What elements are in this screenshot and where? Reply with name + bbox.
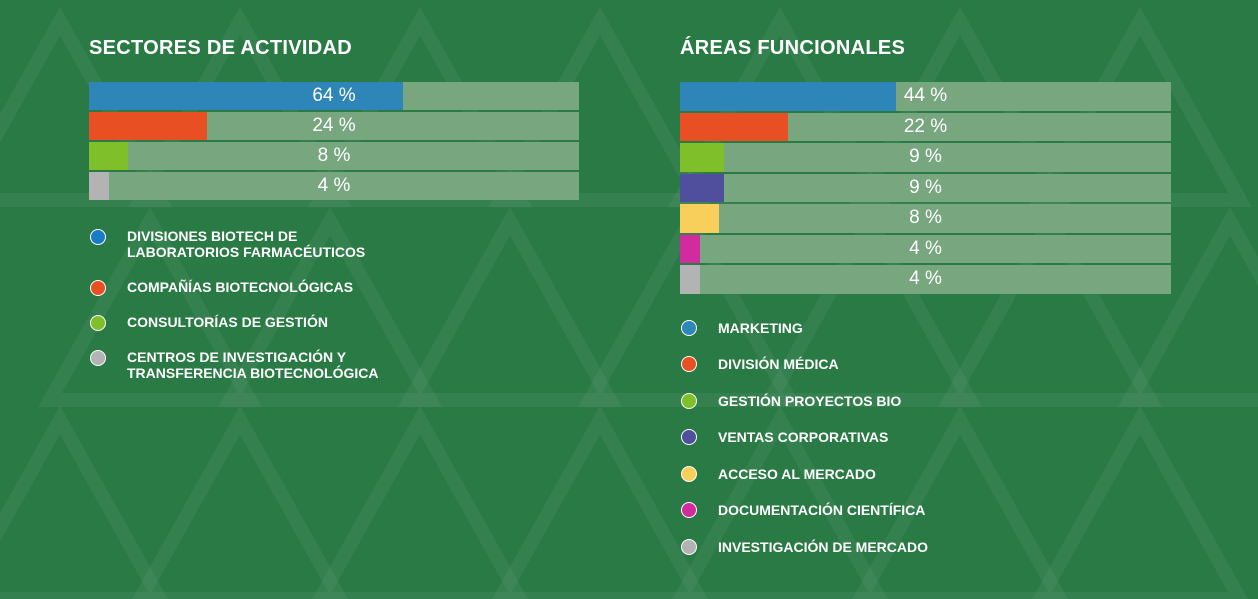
bar-row: 8 % [680,204,1171,233]
bar-value-label: 64 % [312,85,356,106]
legend-item: GESTIÓN PROYECTOS BIO [680,392,1171,409]
bar-value-label: 9 % [909,176,942,198]
bar-fill [89,142,129,170]
legend-item: CONSULTORÍAS DE GESTIÓN [89,314,579,331]
bar-fill [680,234,700,263]
bar-fill [680,173,725,202]
bar-row: 8 % [89,142,579,170]
bar-value-label: 4 % [317,175,351,196]
bar-row: 24 % [89,112,579,140]
bar-fill [680,143,725,172]
areas-title: ÁREAS FUNCIONALES [680,37,906,59]
legend-label-line1: DIVISIONES BIOTECH DE [127,228,298,244]
legend-label: DIVISIÓN MÉDICA [718,356,839,372]
legend-label: VENTAS CORPORATIVAS [718,429,889,445]
legend-dot-icon [681,429,697,445]
legend-dot-icon [681,319,697,336]
bar-row: 9 % [680,173,1171,202]
bar-fill [680,112,789,141]
legend-dot-icon [681,465,697,482]
legend-label: DOCUMENTACIÓN CIENTÍFICA [718,502,926,518]
bar-row: 4 % [89,172,579,200]
legend-dot-icon [90,229,106,245]
bar-row: 22 % [680,112,1171,141]
legend-label: MARKETING [718,319,803,336]
bar-fill [89,172,109,200]
legend-label: ACCESO AL MERCADO [718,465,876,482]
bar-fill [89,82,403,110]
sectores-bar-chart: 64 % 24 % 8 % 4 % [89,82,579,200]
legend-label-line1: CENTROS DE INVESTIGACIÓN Y [127,349,347,365]
legend-dot-icon [681,538,697,555]
bar-value-label: 24 % [312,115,356,136]
bar-value-label: 44 % [903,85,948,107]
legend-item: DOCUMENTACIÓN CIENTÍFICA [680,502,1171,518]
legend-dot-icon [90,350,106,366]
bar-row: 64 % [89,82,579,110]
legend-label-line2: TRANSFERENCIA BIOTECNOLÓGICA [127,365,379,381]
bar-value-label: 22 % [903,115,948,137]
legend-dot-icon [681,356,697,372]
bar-value-label: 4 % [909,237,942,259]
sectores-title: SECTORES DE ACTIVIDAD [89,37,352,59]
legend-dot-icon [90,315,106,331]
legend-dot-icon [681,502,697,518]
legend-item: DIVISIONES BIOTECH DE LABORATORIOS FARMA… [89,228,579,260]
bar-row: 4 % [680,234,1171,263]
legend-label: GESTIÓN PROYECTOS BIO [718,392,902,409]
areas-panel: ÁREAS FUNCIONALES 44 % 22 % 9 % 9 % 8 % … [680,34,1171,575]
bar-value-label: 4 % [909,268,942,290]
legend-dot-icon [681,392,697,409]
sectores-panel: SECTORES DE ACTIVIDAD 64 % 24 % 8 % 4 % … [89,34,579,400]
areas-legend: MARKETING DIVISIÓN MÉDICA GESTIÓN PROYEC… [680,319,1171,555]
bar-fill [680,82,897,111]
legend-item: VENTAS CORPORATIVAS [680,429,1171,445]
legend-item: DIVISIÓN MÉDICA [680,356,1171,372]
legend-item: CENTROS DE INVESTIGACIÓN Y TRANSFERENCIA… [89,349,579,381]
bar-row: 9 % [680,143,1171,172]
bar-value-label: 9 % [909,146,942,168]
bar-value-label: 8 % [317,145,351,166]
bar-fill [680,265,700,294]
legend-item: MARKETING [680,319,1171,336]
bar-row: 4 % [680,265,1171,294]
bar-fill [89,112,207,140]
areas-bar-chart: 44 % 22 % 9 % 9 % 8 % 4 % 4 % [680,82,1171,294]
bar-value-label: 8 % [909,207,942,229]
legend-label: INVESTIGACIÓN DE MERCADO [718,538,929,555]
legend-dot-icon [90,280,106,296]
sectores-legend: DIVISIONES BIOTECH DE LABORATORIOS FARMA… [89,228,579,381]
legend-label-line1: COMPAÑÍAS BIOTECNOLÓGICAS [127,279,354,295]
legend-item: COMPAÑÍAS BIOTECNOLÓGICAS [89,279,579,296]
legend-label-line2: LABORATORIOS FARMACÉUTICOS [127,244,366,260]
legend-label-line1: CONSULTORÍAS DE GESTIÓN [127,314,328,330]
bar-row: 44 % [680,82,1171,111]
bar-fill [680,204,720,233]
legend-item: INVESTIGACIÓN DE MERCADO [680,538,1171,555]
legend-item: ACCESO AL MERCADO [680,465,1171,482]
